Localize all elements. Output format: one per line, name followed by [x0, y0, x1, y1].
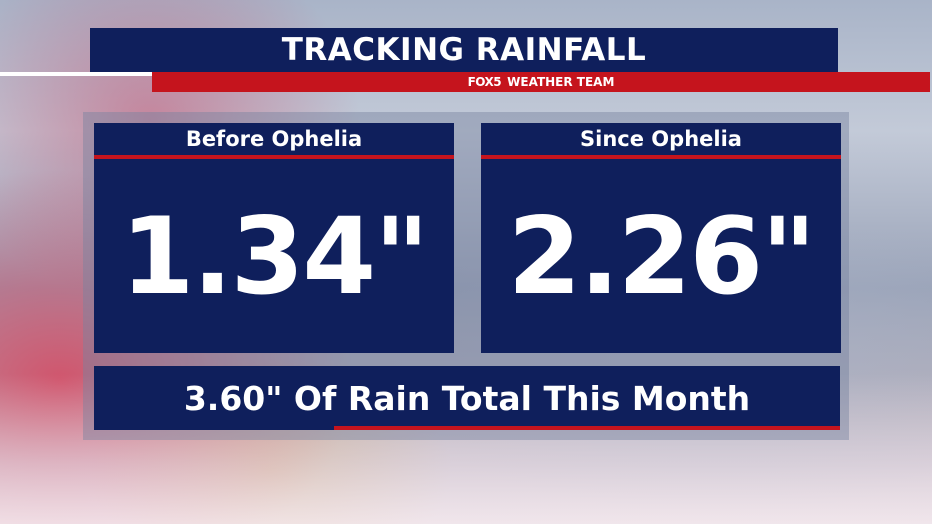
title-banner: TRACKING RAINFALL [90, 28, 838, 72]
title-text: TRACKING RAINFALL [281, 32, 647, 68]
fox5-logo: FOX5 [467, 75, 502, 89]
before-ophelia-value: 1.34" [120, 194, 430, 318]
monthly-total-banner: 3.60" Of Rain Total This Month [94, 366, 840, 430]
since-ophelia-value: 2.26" [507, 194, 817, 318]
before-ophelia-panel: Before Ophelia 1.34" [94, 123, 454, 353]
since-ophelia-panel: Since Ophelia 2.26" [481, 123, 841, 353]
before-ophelia-label: Before Ophelia [94, 123, 454, 159]
total-underline [334, 426, 840, 430]
subtitle-text: WEATHER TEAM [507, 75, 615, 89]
accent-line [0, 72, 160, 76]
since-ophelia-label: Since Ophelia [481, 123, 841, 159]
monthly-total-text: 3.60" Of Rain Total This Month [183, 378, 751, 418]
subtitle-banner: FOX5 WEATHER TEAM [152, 72, 930, 92]
